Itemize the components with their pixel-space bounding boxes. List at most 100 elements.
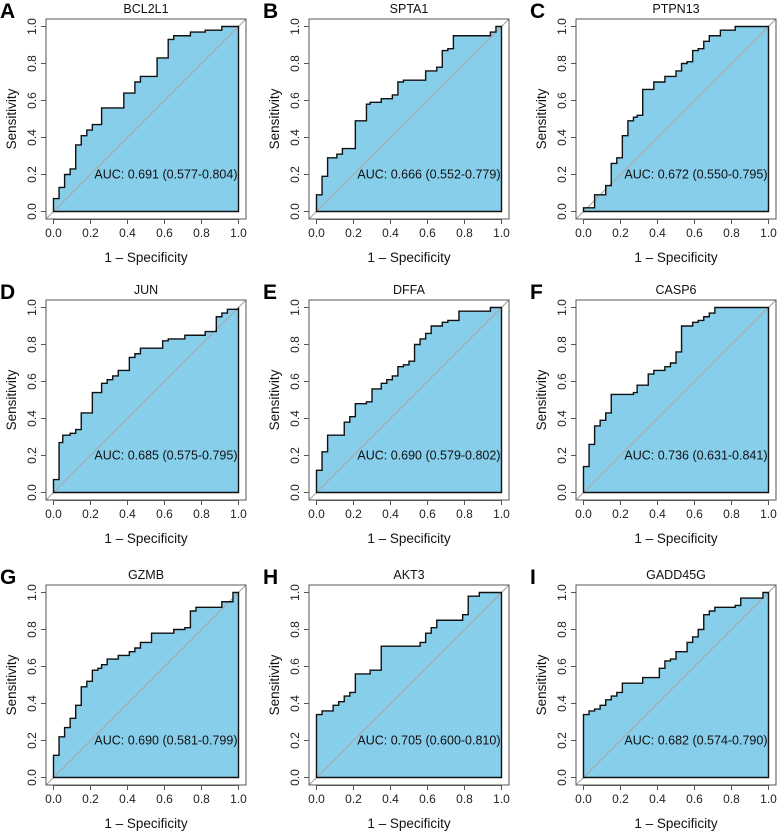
roc-panel-g: 0.0 0.2 0.4 0.6 0.8 1.0 0.0 0.2 0.4 0.6 0.8 1.0 GZMB…: [0, 566, 247, 831]
y-tick-label: 0.2: [288, 447, 302, 464]
reference-diagonal: [45, 18, 247, 220]
x-tick-label: 1.0: [230, 507, 247, 521]
reference-diagonal: [45, 584, 247, 786]
panel-title: PTPN13: [652, 2, 699, 16]
y-axis-label: Sensitivity: [4, 88, 19, 149]
x-tick-label: 0.6: [156, 226, 173, 240]
y-tick-label: 1.0: [25, 18, 39, 35]
y-tick-label: 0.0: [25, 484, 39, 501]
y-tick-label: 0.8: [288, 621, 302, 638]
panel-letter: F: [530, 281, 543, 304]
panel-letter: C: [530, 0, 545, 23]
reference-diagonal: [575, 299, 777, 501]
x-tick-label: 1.0: [760, 507, 777, 521]
auc-annotation: AUC: 0.672 (0.550-0.795): [624, 168, 767, 182]
x-tick-label: 0.6: [419, 792, 436, 806]
x-tick-label: 0.2: [82, 507, 99, 521]
panel-title: CASP6: [656, 283, 697, 297]
roc-curve: [315, 25, 503, 213]
panel-title: GADD45G: [646, 568, 706, 582]
panel-letter: A: [0, 0, 15, 23]
x-tick-label: 0.2: [345, 226, 362, 240]
panel-title: GZMB: [128, 568, 164, 582]
x-tick-label: 0.8: [456, 507, 473, 521]
panel-letter: H: [263, 566, 278, 589]
reference-diagonal: [308, 18, 510, 220]
x-axis-label: 1 – Specificity: [367, 250, 451, 265]
y-tick-label: 0.0: [555, 484, 569, 501]
panel-letter: G: [0, 566, 16, 589]
x-tick-label: 0.4: [649, 226, 666, 240]
y-tick-label: 0.2: [25, 447, 39, 464]
auc-annotation: AUC: 0.690 (0.579-0.802): [357, 449, 500, 463]
auc-annotation: AUC: 0.685 (0.575-0.795): [94, 449, 237, 463]
x-tick-label: 1.0: [760, 792, 777, 806]
x-tick-label: 0.8: [193, 226, 210, 240]
panel-title: SPTA1: [390, 2, 429, 16]
y-tick-label: 0.0: [288, 769, 302, 786]
y-tick-label: 0.2: [25, 732, 39, 749]
y-tick-label: 1.0: [25, 299, 39, 316]
reference-diagonal: [308, 584, 510, 786]
y-tick-label: 0.0: [25, 203, 39, 220]
x-axis-label: 1 – Specificity: [634, 250, 718, 265]
auc-annotation: AUC: 0.705 (0.600-0.810): [357, 734, 500, 748]
y-axis-label: Sensitivity: [267, 88, 282, 149]
roc-curve: [582, 591, 770, 779]
y-tick-label: 0.0: [555, 769, 569, 786]
roc-panel-i: 0.0 0.2 0.4 0.6 0.8 1.0 0.0 0.2 0.4 0.6 0.8 1.0 GADD…: [530, 566, 777, 831]
x-tick-label: 0.8: [723, 226, 740, 240]
x-tick-label: 1.0: [230, 792, 247, 806]
x-tick-label: 0.2: [345, 792, 362, 806]
y-tick-label: 0.2: [555, 166, 569, 183]
y-tick-label: 0.6: [555, 92, 569, 109]
x-tick-label: 0.2: [612, 226, 629, 240]
x-axis-label: 1 – Specificity: [634, 531, 718, 546]
x-tick-label: 1.0: [493, 792, 510, 806]
roc-curve: [582, 25, 770, 213]
x-tick-label: 0.2: [82, 226, 99, 240]
y-tick-label: 0.4: [288, 129, 302, 146]
y-tick-label: 0.4: [288, 695, 302, 712]
x-tick-label: 0.4: [649, 792, 666, 806]
x-tick-label: 0.6: [686, 792, 703, 806]
reference-diagonal: [575, 584, 777, 786]
panel-letter: E: [263, 281, 277, 304]
y-tick-label: 0.6: [288, 658, 302, 675]
x-tick-label: 1.0: [760, 226, 777, 240]
y-axis-label: Sensitivity: [4, 369, 19, 430]
auc-annotation: AUC: 0.736 (0.631-0.841): [624, 449, 767, 463]
panel-letter: D: [0, 281, 15, 304]
roc-panel-c: 0.0 0.2 0.4 0.6 0.8 1.0 0.0 0.2 0.4 0.6 0.8 1.0 PTPN…: [530, 0, 777, 265]
y-tick-label: 1.0: [25, 584, 39, 601]
y-tick-label: 0.0: [288, 484, 302, 501]
x-tick-label: 0.8: [723, 792, 740, 806]
x-tick-label: 0.4: [119, 507, 136, 521]
x-tick-label: 0.8: [193, 507, 210, 521]
y-tick-label: 1.0: [555, 584, 569, 601]
y-tick-label: 0.6: [25, 92, 39, 109]
y-tick-label: 0.2: [288, 166, 302, 183]
auc-annotation: AUC: 0.682 (0.574-0.790): [624, 734, 767, 748]
y-axis-label: Sensitivity: [534, 88, 549, 149]
y-axis-label: Sensitivity: [267, 654, 282, 715]
y-tick-label: 0.0: [555, 203, 569, 220]
auc-annotation: AUC: 0.691 (0.577-0.804): [94, 168, 237, 182]
x-tick-label: 0.6: [419, 507, 436, 521]
x-axis-label: 1 – Specificity: [634, 816, 718, 831]
x-tick-label: 0.4: [382, 507, 399, 521]
x-tick-label: 0.0: [308, 226, 325, 240]
y-tick-label: 0.6: [555, 373, 569, 390]
x-tick-label: 0.2: [612, 507, 629, 521]
x-tick-label: 0.2: [612, 792, 629, 806]
panel-title: BCL2L1: [123, 2, 168, 16]
x-tick-label: 0.0: [45, 226, 62, 240]
y-tick-label: 0.6: [25, 658, 39, 675]
x-tick-label: 1.0: [230, 226, 247, 240]
x-tick-label: 0.2: [82, 792, 99, 806]
y-axis-label: Sensitivity: [534, 369, 549, 430]
roc-curve: [52, 25, 240, 213]
y-tick-label: 0.8: [288, 336, 302, 353]
panel-letter: B: [263, 0, 278, 23]
